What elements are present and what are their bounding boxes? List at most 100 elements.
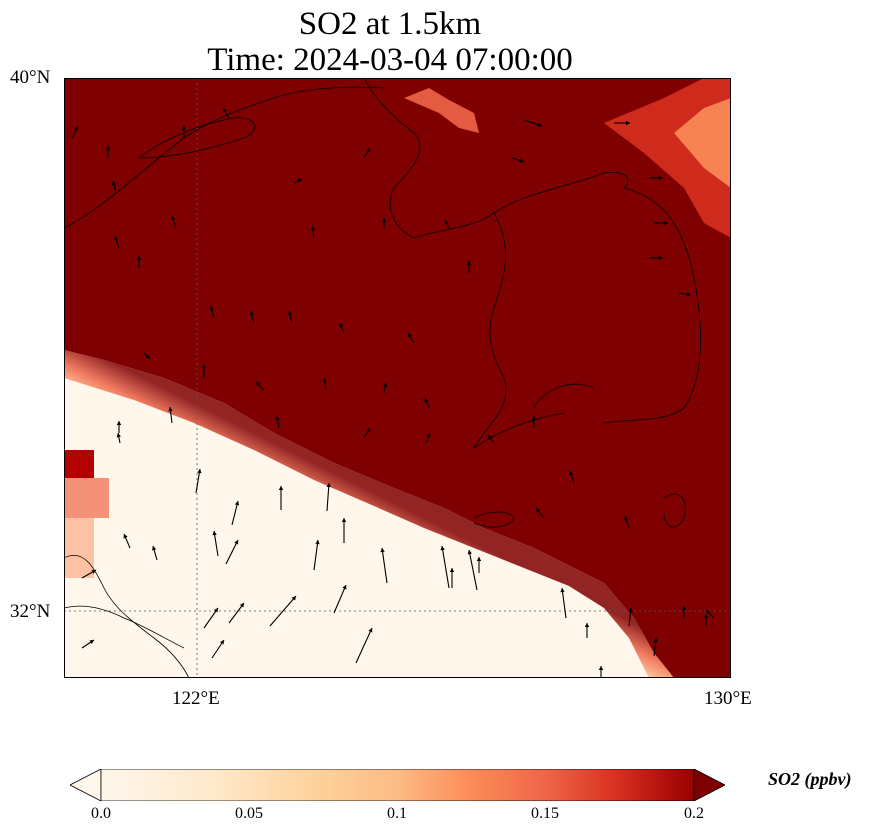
wind-vector-head — [380, 548, 385, 553]
wind-vector-head — [213, 608, 218, 613]
wind-vector-head — [249, 311, 255, 316]
wind-vector-head — [315, 540, 320, 545]
wind-vector-head — [116, 433, 121, 438]
wind-vector-head — [653, 638, 658, 643]
wind-vector-head — [197, 469, 202, 474]
wind-vector-head — [136, 256, 142, 260]
wind-vector-head — [686, 292, 691, 297]
wind-vector-head — [366, 148, 370, 153]
so2-plume-ne-core — [674, 98, 731, 188]
gridlines — [64, 78, 731, 678]
wind-vector-head — [209, 306, 215, 311]
wind-vector-head — [219, 640, 224, 645]
wind-vector-head — [181, 126, 187, 130]
wind-vector-head — [536, 508, 541, 513]
wind-vectors — [71, 107, 715, 678]
wind-vector-head — [74, 126, 79, 131]
so2-patch-west — [64, 450, 94, 478]
wind-vector-shaft — [225, 539, 239, 565]
wind-vector-head — [449, 568, 455, 572]
wind-vector-head — [659, 255, 663, 261]
wind-vector-head — [239, 603, 244, 608]
so2-patch-west3 — [64, 518, 94, 578]
lat-tick-32n: 32°N — [10, 601, 51, 622]
so2-plume-bohai — [404, 88, 479, 133]
wind-vector-head — [275, 416, 280, 421]
wind-vector-head — [659, 175, 663, 181]
wind-vector-head — [145, 354, 150, 359]
map-title-line1: SO2 at 1.5km — [298, 6, 482, 42]
wind-vector-head — [297, 178, 302, 183]
wind-vector-shaft — [381, 547, 388, 584]
so2-map — [64, 78, 731, 678]
colorbar — [70, 769, 725, 801]
wind-vector-head — [628, 608, 633, 613]
wind-vector-head — [168, 407, 173, 412]
wind-vector-head — [116, 421, 122, 425]
so2-front-band — [64, 350, 674, 678]
wind-vector-shaft — [203, 607, 219, 629]
colorbar-tick-0: 0.0 — [91, 805, 111, 822]
wind-vector-head — [123, 534, 128, 539]
wind-vector-head — [105, 146, 111, 150]
map-title-line2: Time: 2024-03-04 07:00:00 — [207, 42, 573, 78]
colorbar-tick-2: 0.1 — [387, 805, 407, 822]
wind-vector-head — [89, 640, 94, 645]
wind-vector-shaft — [468, 549, 478, 591]
wind-vector-head — [339, 323, 344, 328]
wind-vector-head — [366, 428, 370, 433]
so2-patch-west2 — [64, 478, 109, 518]
wind-vector-head — [322, 378, 327, 383]
wind-vector-head — [584, 623, 590, 627]
wind-vector-head — [234, 540, 239, 545]
wind-vector-head — [256, 382, 261, 387]
lat-tick-40n: 40°N — [10, 67, 51, 88]
wind-vector-head — [223, 108, 227, 113]
wind-vector-head — [234, 501, 240, 506]
wind-vector-head — [310, 226, 315, 231]
colorbar-tick-1: 0.05 — [235, 805, 263, 822]
wind-vector-head — [560, 588, 565, 593]
wind-vector-head — [171, 216, 176, 221]
wind-vector-shaft — [269, 595, 297, 627]
wind-vector-head — [326, 483, 331, 488]
wind-vector-shaft — [333, 584, 347, 614]
wind-vector-shaft — [228, 602, 245, 624]
wind-vector-shaft — [561, 587, 567, 619]
wind-vector-head — [706, 610, 711, 615]
wind-vector-head — [287, 311, 293, 316]
wind-vector-shaft — [355, 627, 373, 664]
wind-vector-head — [341, 518, 347, 522]
wind-vector-shaft — [441, 545, 450, 589]
wind-vector-head — [424, 398, 429, 403]
wind-vector-head — [383, 383, 388, 388]
wind-vector-head — [569, 471, 574, 476]
wind-vector-head — [626, 120, 630, 126]
wind-vector-head — [342, 585, 347, 590]
wind-vector-head — [151, 546, 157, 551]
lon-tick-130e: 130°E — [704, 688, 752, 709]
wind-vector-head — [278, 486, 284, 490]
colorbar-extend-high — [693, 769, 725, 801]
wind-vector-head — [291, 596, 296, 601]
wind-vector-head — [426, 433, 431, 438]
wind-vector-head — [476, 557, 482, 561]
wind-vector-head — [408, 333, 412, 338]
wind-vector-head — [624, 516, 629, 521]
wind-vector-shaft — [326, 482, 330, 512]
wind-vector-head — [111, 181, 117, 186]
coastlines — [64, 78, 701, 678]
wind-vector-head — [703, 614, 709, 618]
wind-vector-shaft — [213, 530, 219, 557]
wind-vector-head — [681, 606, 687, 610]
wind-vector-shaft — [195, 468, 201, 494]
colorbar-gradient — [100, 769, 695, 801]
colorbar-label: SO2 (ppbv) — [768, 769, 852, 789]
wind-vector-head — [444, 220, 449, 225]
colorbar-tick-4: 0.2 — [684, 805, 704, 822]
wind-vector-head — [91, 570, 96, 574]
wind-vector-head — [519, 158, 524, 163]
wind-vector-head — [114, 236, 119, 241]
wind-vector-head — [664, 220, 668, 226]
wind-vector-head — [381, 218, 387, 222]
